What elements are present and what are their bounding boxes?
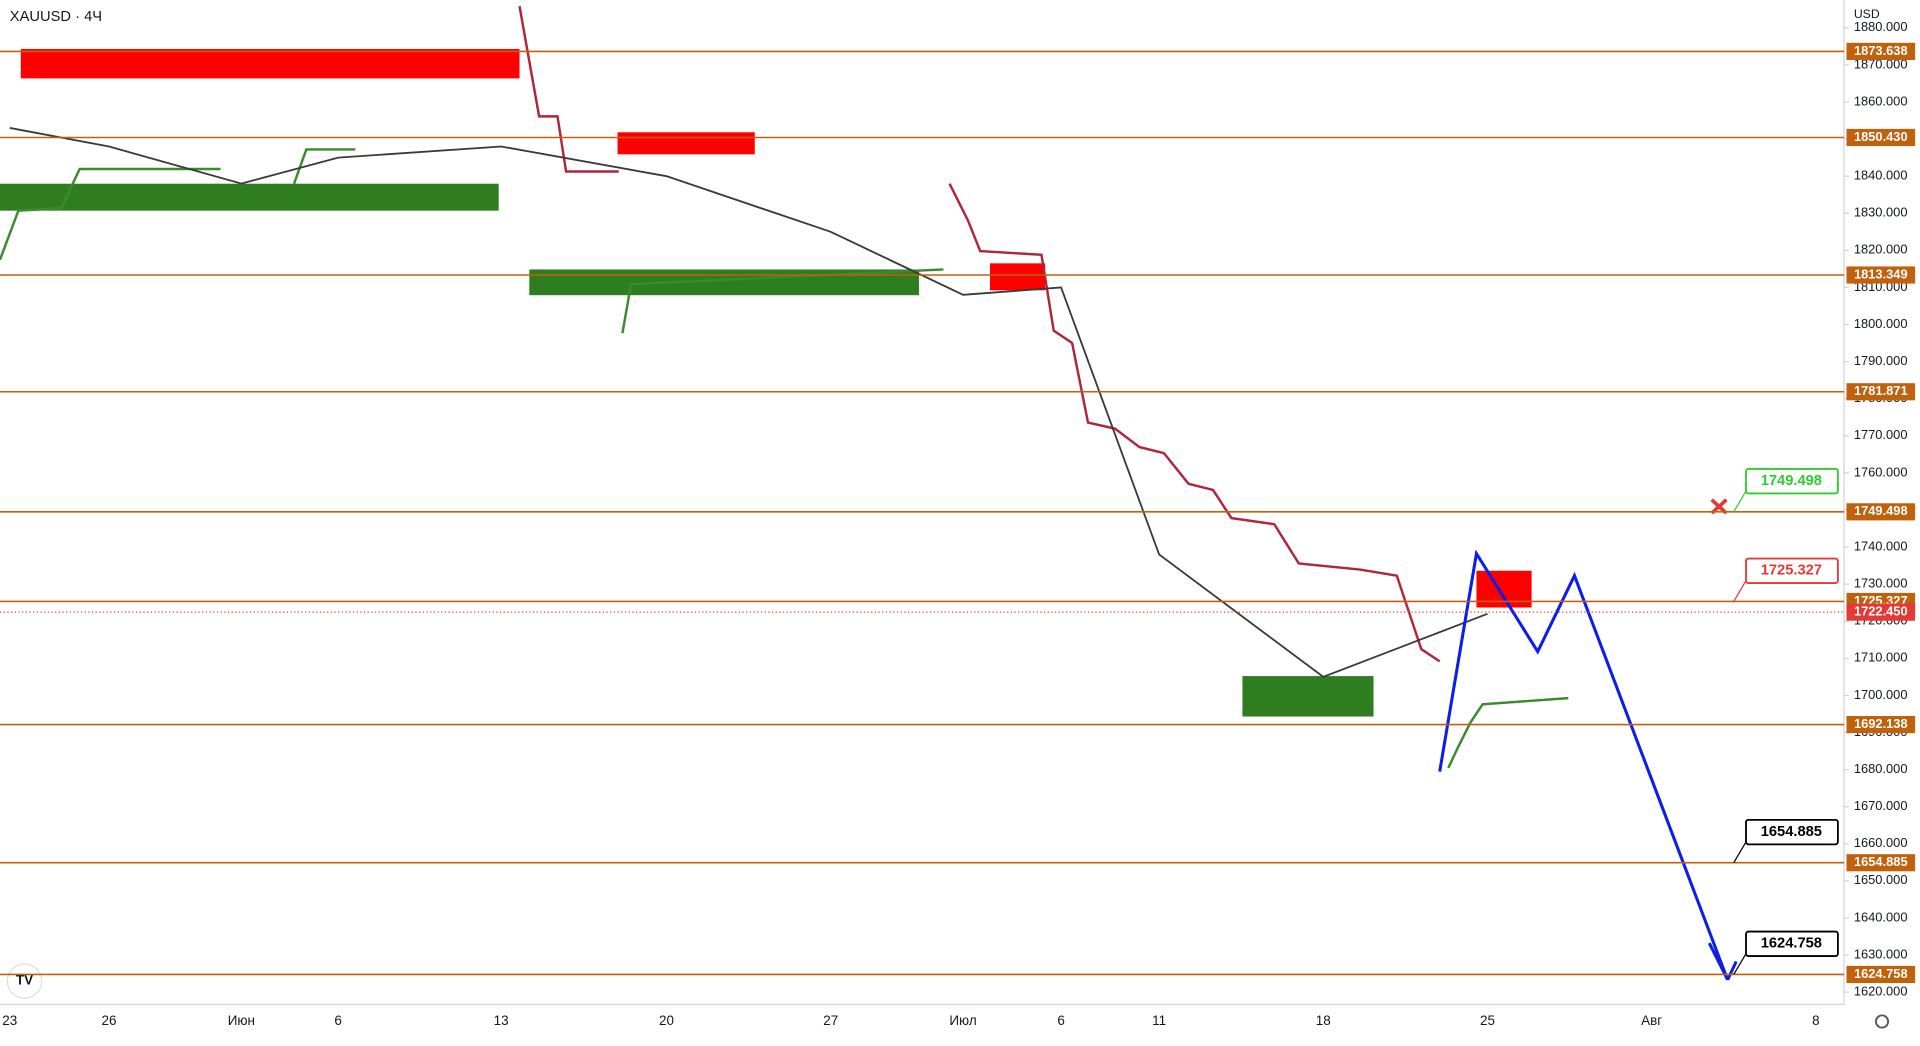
level-label: 1813.349: [1854, 266, 1908, 281]
price-line: [9, 127, 1488, 678]
callout-box: [1745, 468, 1839, 495]
y-tick-label: 1730.000: [1854, 576, 1908, 591]
stop-marker: [1710, 498, 1728, 515]
x-tick-label: 23: [2, 1013, 17, 1028]
level-label-box: [1846, 965, 1916, 984]
level-label: 1749.498: [1854, 503, 1908, 518]
y-tick-label: 1650.000: [1854, 872, 1908, 887]
callout-label: 1624.758: [1761, 936, 1822, 952]
demand-zone: [1242, 676, 1374, 717]
level-label-box: [1846, 854, 1916, 872]
x-tick-label: 11: [1152, 1013, 1166, 1028]
symbol-title: XAUUSD · 4Ч: [10, 9, 102, 25]
level-label: 1781.871: [1854, 383, 1908, 398]
callout-pointer: [1733, 953, 1747, 975]
callout-label: 1749.498: [1761, 473, 1822, 489]
y-tick-label: 1740.000: [1854, 538, 1908, 553]
x-tick-label: Июл: [949, 1013, 976, 1028]
y-tick-label: 1670.000: [1854, 798, 1908, 813]
callout-pointer: [1733, 490, 1747, 513]
plot-area: [9, 127, 1488, 678]
y-tick-label: 1710.000: [1854, 650, 1908, 665]
y-tick-label: 1790.000: [1854, 353, 1908, 368]
x-tick-label: 8: [1812, 1013, 1820, 1028]
x-tick-label: Июн: [228, 1013, 255, 1028]
callout-pointer: [1733, 841, 1747, 864]
level-label-box: [1846, 128, 1916, 147]
level-label: 1873.638: [1854, 43, 1908, 58]
y-tick-label: 1680.000: [1854, 761, 1908, 776]
x-tick-label: 25: [1480, 1013, 1495, 1028]
currency-label[interactable]: USD: [1854, 7, 1880, 21]
level-label-box: [1846, 503, 1916, 521]
logo: [6, 963, 43, 999]
logo-mark: TV: [16, 973, 33, 988]
demand-zone: [0, 183, 499, 211]
supply-zone: [990, 263, 1046, 291]
y-tick-label: 1820.000: [1854, 242, 1908, 257]
supply-zone: [617, 132, 755, 155]
y-tick-label: 1700.000: [1854, 687, 1908, 702]
callout-label: 1654.885: [1761, 824, 1822, 840]
x-tick-label: 6: [1057, 1013, 1065, 1028]
callout-box: [1745, 818, 1839, 846]
supertrend-up: [0, 148, 1569, 769]
y-tick-label: 1620.000: [1854, 984, 1908, 999]
level-label: 1692.138: [1854, 716, 1908, 731]
level-label-box: [1846, 383, 1916, 401]
level-label-box: [1846, 42, 1916, 60]
level-label: 1850.430: [1854, 129, 1908, 144]
y-tick-label: 1800.000: [1854, 316, 1908, 331]
y-tick-label: 1860.000: [1854, 93, 1908, 108]
y-tick-label: 1870.000: [1854, 56, 1908, 71]
callout-pointer: [1733, 580, 1747, 602]
level-label: 1654.885: [1854, 854, 1908, 869]
y-tick-label: 1840.000: [1854, 168, 1908, 183]
current-price-box: [1846, 603, 1916, 621]
x-tick-label: 20: [659, 1013, 674, 1028]
x-tick-label: 6: [334, 1013, 342, 1028]
level-label-box: [1846, 266, 1916, 284]
y-tick-label: 1760.000: [1854, 464, 1908, 479]
level-label-box: [1846, 715, 1916, 734]
settings-icon[interactable]: [1874, 1014, 1890, 1029]
x-tick-label: 13: [494, 1013, 509, 1028]
y-tick-label: 1640.000: [1854, 909, 1908, 924]
y-tick-label: 1830.000: [1854, 205, 1908, 220]
callout-box: [1745, 930, 1839, 958]
y-tick-label: 1630.000: [1854, 946, 1908, 961]
current-price-label: 1722.450: [1854, 604, 1908, 619]
x-tick-label: 18: [1316, 1013, 1331, 1028]
x-tick-label: Авг: [1641, 1013, 1662, 1028]
level-label: 1624.758: [1854, 966, 1908, 981]
supply-zone: [20, 48, 520, 79]
y-tick-label: 1880.000: [1854, 19, 1908, 34]
y-tick-label: 1770.000: [1854, 427, 1908, 442]
x-tick-label: 26: [102, 1013, 117, 1028]
x-tick-label: 27: [823, 1013, 838, 1028]
y-tick-label: 1660.000: [1854, 835, 1908, 850]
callout-label: 1725.327: [1761, 563, 1822, 579]
callout-box: [1745, 557, 1839, 585]
